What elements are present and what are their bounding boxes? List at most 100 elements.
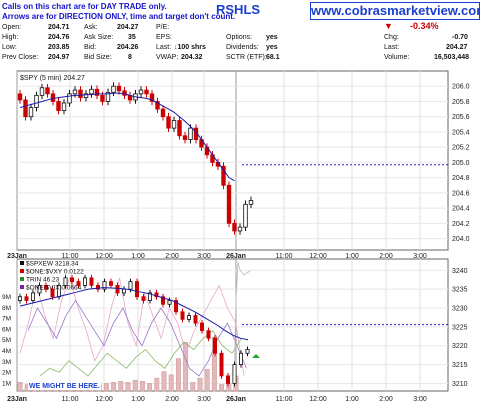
last-trade-size: 100 shrs — [177, 44, 206, 51]
indicator-x-tick-label: 1:00 — [131, 396, 145, 403]
price-candle-body — [83, 93, 89, 99]
down-arrow-icon: ↓ — [174, 44, 178, 51]
volume-axis-label: 8M — [2, 305, 11, 312]
one-vix-line — [27, 299, 247, 377]
price-x-tick-label: 3:00 — [197, 253, 211, 260]
spxew-candle-body — [115, 284, 120, 294]
spxew-candle-body — [238, 352, 243, 365]
spxew-candle-body — [141, 296, 146, 301]
indicator-x-tick-label: 2:00 — [379, 396, 393, 403]
indicator-y-tick-label: 3210 — [452, 381, 468, 388]
spxew-candle-body — [37, 284, 42, 294]
spxew-candle-body — [70, 277, 75, 283]
spxew-candle-body — [199, 322, 204, 332]
price-candle-body — [39, 87, 45, 96]
legend-swatch — [20, 285, 24, 289]
price-x-tick-label: 3:00 — [413, 253, 427, 260]
price-y-tick-label: 205.0 — [452, 160, 470, 167]
spxew-candle-body — [102, 281, 107, 290]
volume-bar — [226, 383, 232, 392]
notice-direction-only: Arrows are for DIRECTION ONLY, time and … — [2, 12, 236, 21]
legend-entry: $ONE:$VXY 0.0122 — [26, 269, 84, 276]
site-banner[interactable]: www.cobrasmarketview.com — [310, 2, 480, 20]
spxew-candle-body — [180, 311, 185, 320]
change-percent: -0.34% — [410, 21, 439, 31]
sctr-label: SCTR (ETF): — [226, 54, 267, 61]
bid-size-label: Bid Size: — [84, 54, 112, 61]
volume-axis-label: 3M — [2, 359, 11, 366]
ask-size-label: Ask Size: — [84, 34, 114, 41]
price-y-tick-label: 204.0 — [452, 236, 470, 243]
price-x-tick-label: 26Jan — [226, 253, 246, 260]
price-candle-body — [160, 108, 166, 118]
price-candle-body — [56, 101, 61, 112]
pe-label: P/E: — [156, 24, 170, 31]
spxew-moving-average-line — [19, 287, 249, 341]
price-candle-body — [116, 85, 122, 92]
chg-label: Chg: — [384, 34, 399, 41]
dividends-label: Dividends: — [226, 44, 259, 51]
price-candle-body — [61, 102, 67, 112]
indicator-x-tick-label: 11:00 — [62, 396, 79, 403]
indicator-y-tick-label: 3225 — [452, 324, 468, 331]
price-y-tick-label: 204.2 — [452, 221, 470, 228]
indicator-x-tick-label: 23Jan — [7, 396, 27, 403]
price-x-tick-label: 11:00 — [276, 253, 293, 260]
bid-label: Bid: — [84, 44, 97, 51]
legend-swatch — [20, 277, 24, 281]
spxew-candle-body — [147, 292, 152, 301]
spxew-candle-body — [173, 300, 178, 313]
vxy-spike-line — [233, 261, 251, 387]
spxew-candle-body — [232, 364, 237, 384]
spxew-candle-body — [96, 284, 101, 290]
spxew-candle-body — [76, 281, 81, 286]
indicator-y-tick-label: 3220 — [452, 343, 468, 350]
price-candle-body — [171, 120, 177, 129]
price-candle-body — [28, 107, 34, 118]
legend-entry: TRIN 46.23 — [26, 277, 60, 284]
indicator-x-tick-label: 11:00 — [276, 396, 293, 403]
spxew-candle-body — [193, 315, 198, 324]
indicator-y-tick-label: 3215 — [452, 362, 468, 369]
vwap-value: 204.32 — [181, 54, 203, 61]
price-chart-title: $SPY (5 min) 204.27 — [20, 75, 85, 82]
price-candle-body — [155, 101, 160, 110]
bid-size-value: 8 — [128, 54, 132, 61]
price-candle-body — [138, 89, 144, 95]
price-y-tick-label: 205.6 — [452, 114, 470, 121]
legend-entry: $ONE:$VIX 0.0664 — [26, 285, 82, 292]
tick-indicator-line — [19, 276, 245, 376]
price-panel-frame — [16, 70, 449, 251]
volume-axis-label: 6M — [2, 326, 11, 333]
indicator-y-tick-label: 3230 — [452, 306, 468, 313]
last-trade-value: ↓100 shrs — [174, 44, 206, 51]
volume-axis-label: 9M — [2, 294, 11, 301]
indicator-x-tick-label: 3:00 — [197, 396, 211, 403]
price-x-tick-label: 11:00 — [62, 253, 79, 260]
price-candle-body — [78, 89, 83, 99]
price-candle-body — [72, 89, 78, 95]
spxew-candle-body — [44, 284, 49, 290]
high-value: 204.76 — [48, 34, 70, 41]
volume-bar — [17, 382, 23, 392]
last-label: Last: — [384, 44, 400, 51]
price-candle-body — [182, 135, 188, 140]
spxew-candle-body — [219, 352, 224, 377]
volume-bar — [175, 358, 181, 392]
volume-bar — [118, 381, 124, 392]
price-x-tick-label: 2:00 — [165, 253, 179, 260]
price-candle-body — [34, 94, 39, 108]
volume-bar — [197, 377, 203, 392]
price-x-tick-label: 12:00 — [95, 253, 113, 260]
volume-bar — [111, 382, 117, 392]
spxew-candle-body — [63, 277, 68, 286]
volume-bar — [154, 377, 160, 392]
volume-axis-label: 5M — [2, 337, 11, 344]
ticker-symbol: RSHLS — [216, 2, 261, 17]
price-y-tick-label: 204.6 — [452, 190, 470, 197]
spxew-candle-body — [50, 288, 55, 298]
price-y-tick-label: 205.8 — [452, 99, 470, 106]
spxew-candle-body — [167, 300, 172, 305]
